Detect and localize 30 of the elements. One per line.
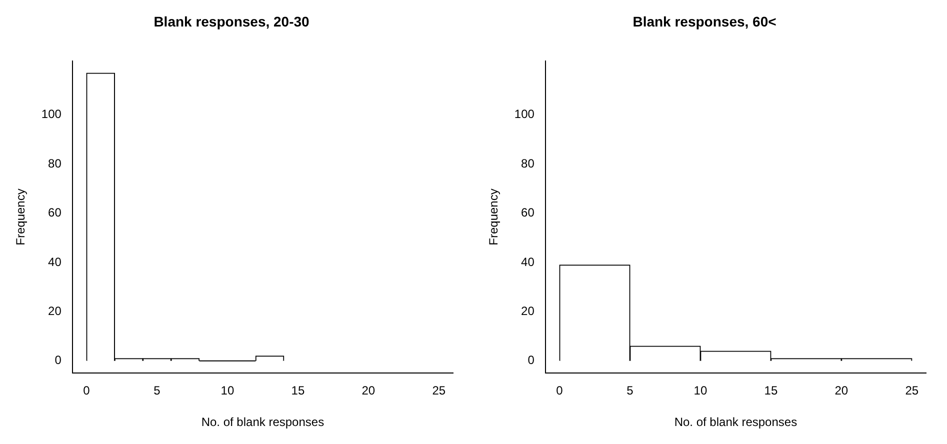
y-tick-label: 0 — [54, 353, 62, 368]
x-tick-label: 20 — [834, 384, 848, 398]
chart-title: Blank responses, 20-30 — [154, 13, 310, 30]
x-tick-label: 5 — [626, 384, 634, 398]
x-tick-label: 0 — [83, 384, 90, 398]
x-tick-label: 25 — [905, 384, 919, 398]
x-tick-label: 10 — [694, 384, 708, 398]
x-tick-label: 15 — [764, 384, 778, 398]
y-tick-label: 100 — [514, 107, 535, 122]
y-tick-label: 80 — [48, 156, 62, 170]
x-tick-label: 10 — [220, 384, 234, 398]
y-tick-label: 60 — [521, 206, 535, 220]
x-tick-label: 15 — [291, 384, 305, 398]
x-tick-label: 25 — [432, 384, 446, 398]
y-tick-label: 100 — [41, 107, 62, 122]
x-axis-title: No. of blank responses — [674, 415, 798, 430]
x-tick-label: 20 — [362, 384, 376, 398]
y-tick-label: 20 — [521, 304, 535, 318]
y-tick-label: 60 — [48, 206, 62, 220]
y-axis-title: Frequency — [14, 188, 28, 246]
y-tick-label: 40 — [521, 254, 535, 269]
y-tick-label: 40 — [48, 254, 62, 269]
chart-title: Blank responses, 60< — [632, 13, 776, 30]
x-axis-title: No. of blank responses — [201, 415, 324, 430]
y-axis-title: Frequency — [486, 188, 501, 246]
x-tick-label: 0 — [556, 384, 564, 398]
y-tick-label: 0 — [528, 353, 535, 368]
x-tick-label: 5 — [154, 384, 161, 398]
y-tick-label: 80 — [521, 156, 535, 170]
y-tick-label: 20 — [48, 304, 62, 318]
